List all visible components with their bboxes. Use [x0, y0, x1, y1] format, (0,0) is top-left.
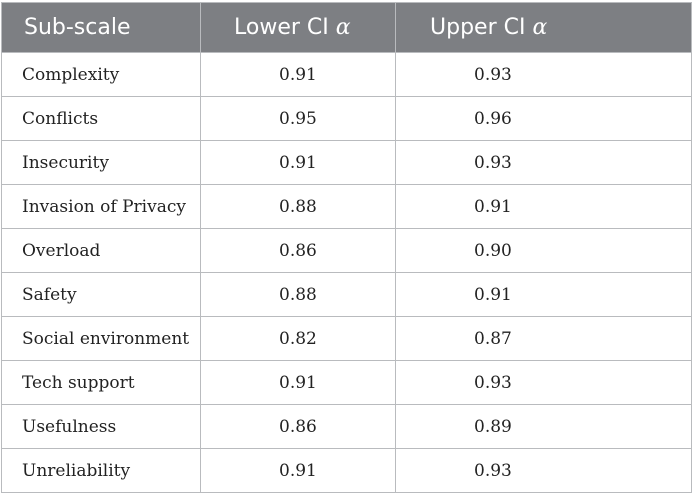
- table-row: Invasion of Privacy 0.88 0.91: [1, 184, 692, 229]
- cell-upper-ci: 0.93: [395, 140, 692, 185]
- header-subscale-label: Sub-scale: [24, 15, 131, 40]
- cell-lower-ci: 0.95: [200, 96, 396, 141]
- cell-lower-ci: 0.91: [200, 448, 396, 493]
- cell-upper-ci: 0.90: [395, 228, 692, 273]
- table-row: Conflicts 0.95 0.96: [1, 96, 692, 141]
- table-row: Social environment 0.82 0.87: [1, 316, 692, 361]
- cell-lower-ci: 0.82: [200, 316, 396, 361]
- header-upper-ci-label: Upper CI: [430, 15, 533, 40]
- header-subscale: Sub-scale: [1, 2, 201, 53]
- cell-upper-ci: 0.93: [395, 360, 692, 405]
- table-body: Complexity 0.91 0.93 Conflicts 0.95 0.96…: [1, 52, 692, 493]
- table-row: Overload 0.86 0.90: [1, 228, 692, 273]
- cell-upper-ci: 0.93: [395, 52, 692, 97]
- cell-upper-ci: 0.89: [395, 404, 692, 449]
- cell-lower-ci: 0.86: [200, 404, 396, 449]
- header-upper-ci-alpha: α: [532, 15, 548, 40]
- cell-subscale: Complexity: [1, 52, 201, 97]
- cell-upper-ci: 0.93: [395, 448, 692, 493]
- cell-subscale: Invasion of Privacy: [1, 184, 201, 229]
- table-row: Safety 0.88 0.91: [1, 272, 692, 317]
- table-header: Sub-scale Lower CI α Upper CI α: [1, 2, 692, 53]
- cell-lower-ci: 0.91: [200, 140, 396, 185]
- table-row: Unreliability 0.91 0.93: [1, 448, 692, 493]
- cell-lower-ci: 0.88: [200, 272, 396, 317]
- cell-subscale: Insecurity: [1, 140, 201, 185]
- cell-lower-ci: 0.86: [200, 228, 396, 273]
- cell-lower-ci: 0.88: [200, 184, 396, 229]
- table-row: Tech support 0.91 0.93: [1, 360, 692, 405]
- cell-upper-ci: 0.87: [395, 316, 692, 361]
- cell-subscale: Unreliability: [1, 448, 201, 493]
- reliability-table: Sub-scale Lower CI α Upper CI α Complexi…: [1, 2, 692, 493]
- cell-upper-ci: 0.91: [395, 272, 692, 317]
- header-lower-ci: Lower CI α: [200, 2, 396, 53]
- cell-upper-ci: 0.91: [395, 184, 692, 229]
- header-lower-ci-label: Lower CI: [234, 15, 336, 40]
- table-row: Insecurity 0.91 0.93: [1, 140, 692, 185]
- header-upper-ci: Upper CI α: [395, 2, 692, 53]
- cell-subscale: Safety: [1, 272, 201, 317]
- cell-subscale: Social environment: [1, 316, 201, 361]
- table-row: Complexity 0.91 0.93: [1, 52, 692, 97]
- cell-lower-ci: 0.91: [200, 360, 396, 405]
- table-row: Usefulness 0.86 0.89: [1, 404, 692, 449]
- cell-subscale: Usefulness: [1, 404, 201, 449]
- cell-subscale: Conflicts: [1, 96, 201, 141]
- cell-lower-ci: 0.91: [200, 52, 396, 97]
- header-row: Sub-scale Lower CI α Upper CI α: [1, 2, 692, 53]
- cell-subscale: Overload: [1, 228, 201, 273]
- header-lower-ci-alpha: α: [335, 15, 351, 40]
- cell-upper-ci: 0.96: [395, 96, 692, 141]
- cell-subscale: Tech support: [1, 360, 201, 405]
